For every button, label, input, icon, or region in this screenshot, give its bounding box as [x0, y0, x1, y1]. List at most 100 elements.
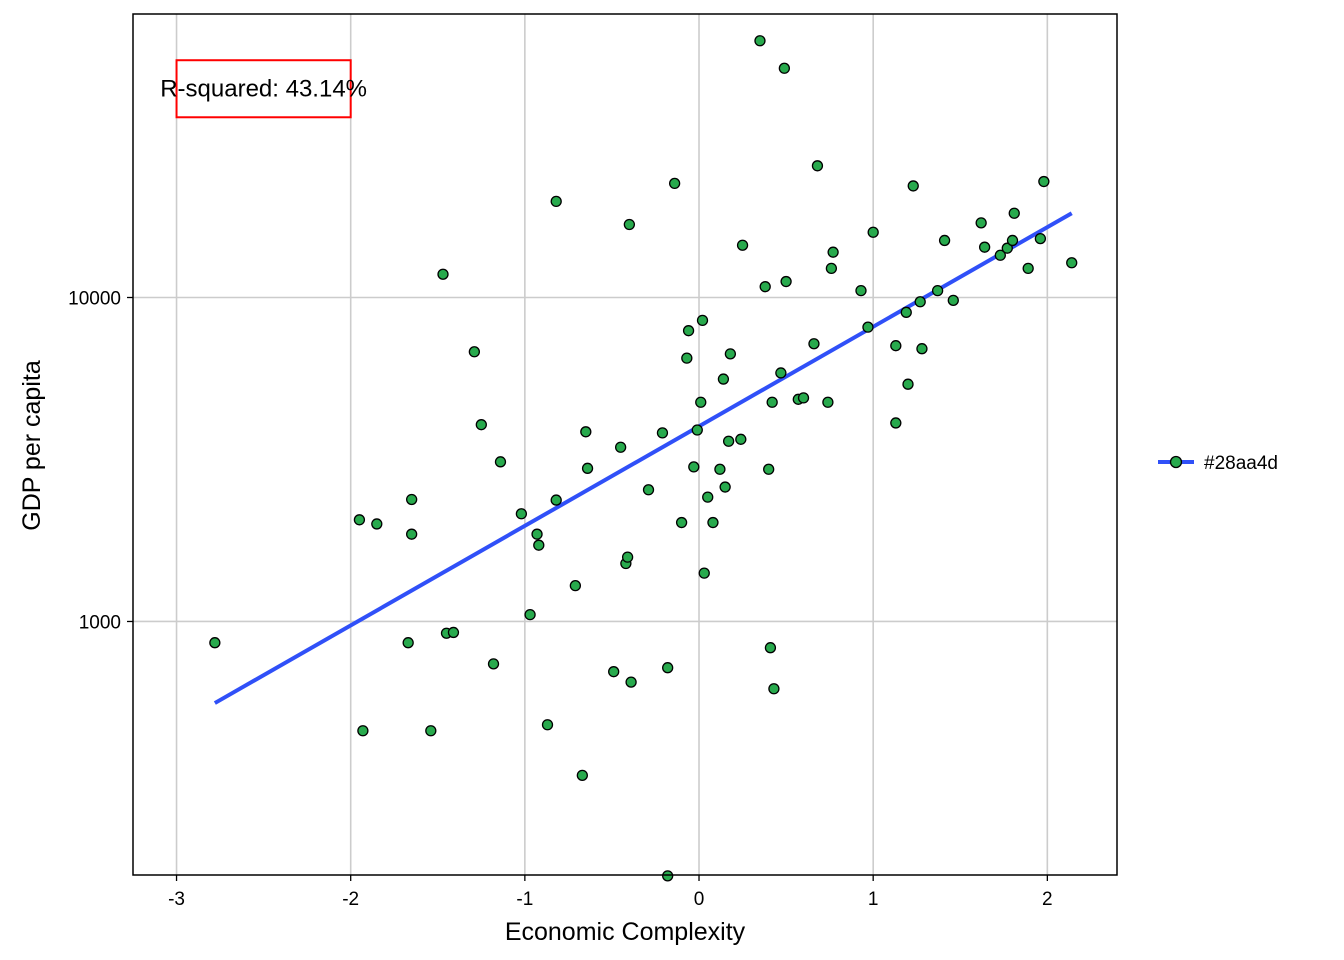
data-point [978, 241, 991, 253]
data-point [682, 325, 695, 337]
data-point [681, 352, 693, 364]
data-point [754, 35, 766, 47]
data-point [890, 417, 902, 429]
data-point [764, 642, 777, 654]
data-point [862, 321, 874, 333]
data-point [780, 275, 792, 288]
data-point [775, 367, 787, 379]
data-point [691, 424, 703, 436]
y-axis-ticks: 1000 10000 [68, 289, 133, 633]
x-tick-label: 0 [694, 889, 705, 910]
legend-point-key [1169, 455, 1183, 469]
data-point [662, 870, 674, 882]
data-point [437, 268, 449, 280]
data-point [707, 516, 719, 529]
data-point [975, 217, 987, 229]
data-point [867, 226, 879, 238]
data-point [900, 306, 912, 318]
data-point [576, 769, 588, 782]
data-point [371, 518, 383, 530]
data-point [209, 637, 221, 649]
data-point [702, 491, 714, 503]
fit-line-layer [213, 211, 1073, 705]
data-point [766, 396, 778, 408]
data-point [468, 346, 481, 358]
data-point [1034, 232, 1047, 245]
data-point [724, 348, 737, 360]
data-point [916, 343, 928, 355]
data-point [735, 433, 747, 445]
fit-line [213, 211, 1073, 705]
data-point [931, 284, 944, 297]
data-point [938, 234, 951, 247]
data-point [625, 676, 637, 688]
data-point [1038, 175, 1050, 188]
data-point [695, 396, 707, 408]
data-point [855, 284, 867, 297]
data-point [763, 463, 775, 475]
y-tick-label: 10000 [68, 289, 121, 310]
data-point [736, 239, 749, 251]
legend: #28aa4d [1158, 453, 1278, 474]
x-tick-label: -2 [342, 889, 359, 910]
data-point [608, 666, 620, 678]
data-point [1066, 257, 1078, 269]
data-point [425, 725, 437, 737]
data-point [947, 294, 959, 306]
data-point [1001, 242, 1013, 254]
x-tick-label: 2 [1042, 889, 1053, 910]
data-point [914, 296, 926, 308]
data-point [353, 514, 366, 526]
data-point [581, 462, 594, 474]
data-point [569, 580, 582, 592]
plot-panel-border [132, 13, 1118, 876]
data-point [447, 626, 460, 639]
data-point [825, 262, 838, 275]
data-point [402, 637, 414, 649]
data-point [714, 463, 726, 475]
data-point [1022, 262, 1034, 275]
grid-lines [133, 14, 1117, 875]
x-tick-label: 1 [868, 889, 879, 910]
data-point [406, 493, 418, 506]
data-point [907, 180, 919, 192]
data-point [722, 435, 735, 447]
data-point [797, 392, 810, 404]
data-point [698, 567, 710, 579]
data-point [642, 484, 655, 496]
data-point [662, 662, 674, 674]
data-point [614, 441, 627, 453]
data-point [759, 281, 771, 293]
data-point [1006, 234, 1019, 247]
data-point [515, 508, 528, 520]
data-point [1008, 207, 1020, 219]
data-point [719, 481, 731, 493]
data-point [902, 378, 914, 390]
data-point [890, 340, 902, 352]
y-tick-label: 1000 [79, 612, 121, 633]
data-point [531, 528, 543, 540]
data-point [811, 160, 824, 172]
data-point [475, 419, 487, 431]
x-tick-label: -3 [168, 889, 185, 910]
data-point [778, 62, 791, 74]
data-point [808, 338, 820, 350]
data-point [668, 177, 681, 190]
data-point [656, 427, 669, 439]
x-axis-ticks: -3 -2 -1 0 1 2 [168, 875, 1053, 910]
x-axis-title: Economic Complexity [505, 918, 746, 946]
x-tick-label: -1 [516, 889, 533, 910]
data-point [717, 373, 730, 385]
data-point [580, 426, 592, 438]
data-point [827, 246, 839, 258]
legend-label: #28aa4d [1204, 453, 1278, 474]
y-axis-title: GDP per capita [18, 360, 46, 531]
annotation-text: R-squared: 43.14% [160, 76, 367, 103]
data-point [357, 725, 369, 737]
annotation-box [175, 59, 352, 119]
data-point [524, 608, 536, 621]
data-point [688, 461, 700, 473]
data-point [994, 249, 1006, 261]
data-point [487, 658, 500, 670]
